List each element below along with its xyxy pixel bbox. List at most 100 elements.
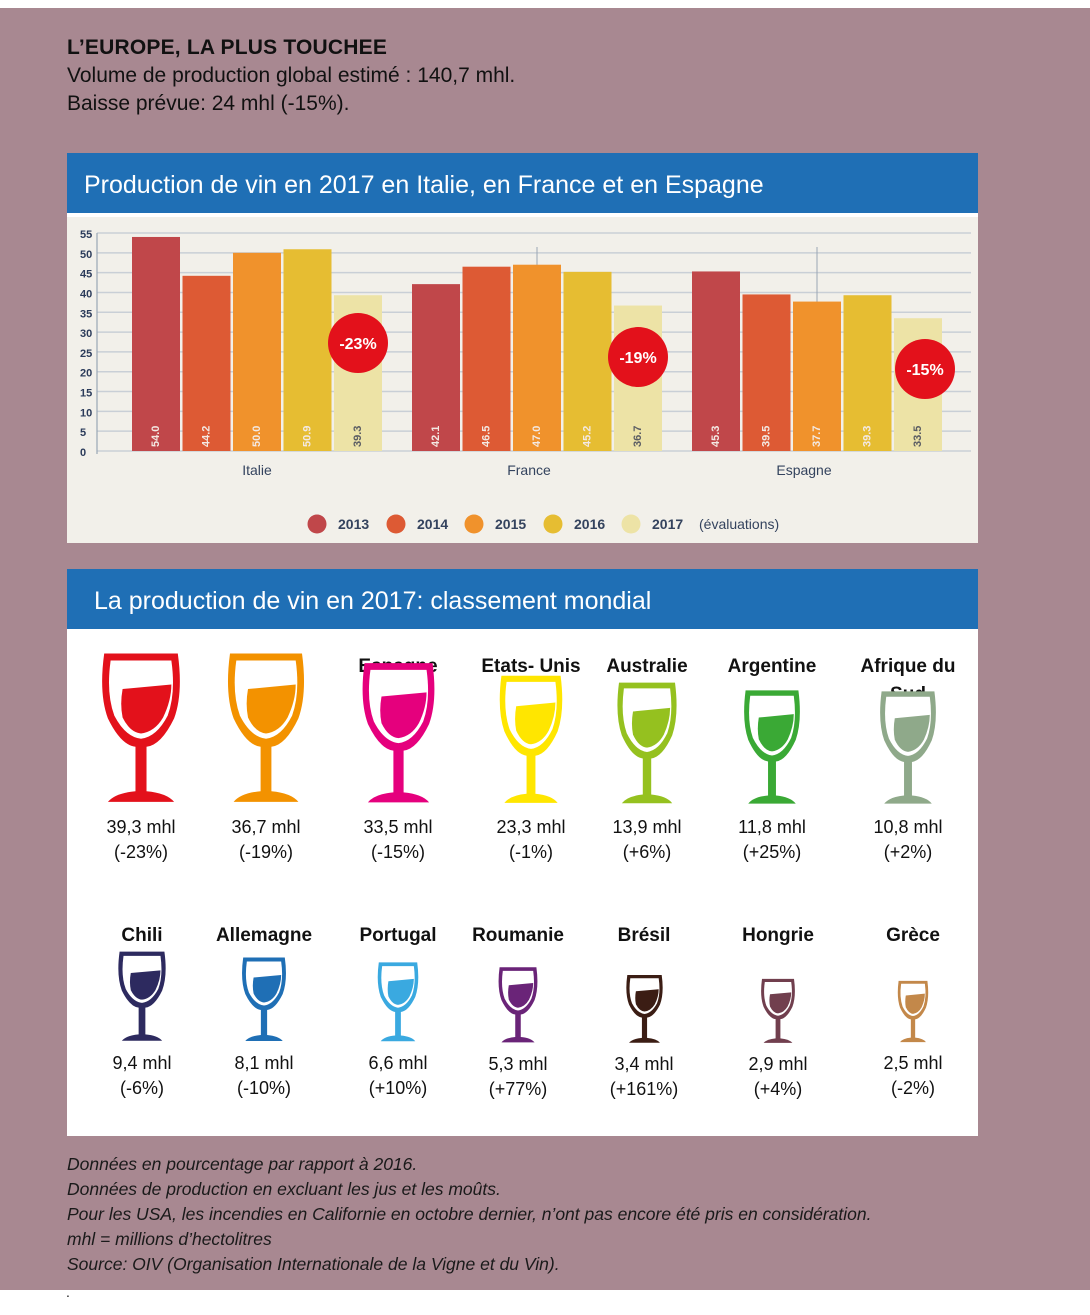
production-chart-panel: Production de vin en 2017 en Italie, en … (67, 153, 978, 543)
decline-badge (608, 327, 668, 387)
bar-value-label: 50.9 (301, 426, 313, 447)
wine-glass-icon (897, 980, 929, 1043)
ranking-item: Roumanie 5,3 mhl (+77%) (448, 922, 588, 1099)
production-volume: 2,9 mhl (748, 1054, 808, 1074)
legend-marker (621, 514, 641, 534)
bar-value-label: 44.2 (200, 426, 212, 447)
header-decline: Baisse prévue: 24 mhl (-15%). (67, 92, 350, 115)
chart-panel-title: Production de vin en 2017 en Italie, en … (67, 153, 978, 213)
bar-italie-2016 (283, 249, 332, 451)
y-tick-label: 15 (80, 388, 92, 400)
y-tick-label: 20 (80, 368, 92, 380)
production-volume: 39,3 mhl (106, 817, 176, 837)
y-tick-label: 35 (80, 308, 92, 320)
production-change: (+4%) (753, 1079, 803, 1099)
bar-value-label: 42.1 (430, 426, 442, 447)
header-volume: Volume de production global estimé : 140… (67, 64, 516, 87)
y-tick-label: 50 (80, 249, 92, 261)
ranking-panel-title: La production de vin en 2017: classement… (67, 569, 978, 629)
glass-wine (634, 989, 659, 1012)
production-change: (-19%) (238, 842, 293, 862)
ranking-item: Brésil 3,4 mhl (+161%) (574, 922, 714, 1099)
ranking-item: Australie 13,9 mhl (+6%) (577, 653, 717, 862)
header: L’EUROPE, LA PLUS TOUCHEE Volume de prod… (67, 34, 515, 118)
production-change: (-15%) (370, 842, 425, 862)
country-name: Portugal (359, 925, 437, 946)
legend-note: (évaluations) (699, 516, 779, 532)
ranking-item: Hongrie 2,9 mhl (+4%) (708, 922, 848, 1099)
glass-holder (221, 649, 311, 814)
bar-value-label: 50.0 (251, 426, 263, 447)
country-name: Chili (121, 925, 163, 946)
wine-glass-icon (499, 675, 563, 803)
bar-italie-2015 (233, 252, 281, 451)
production-change: (-2%) (891, 1078, 935, 1098)
wine-glass-icon (377, 962, 419, 1042)
glass-wine (246, 684, 296, 734)
bar-value-label: 46.5 (480, 426, 492, 447)
glass-wine (769, 992, 792, 1014)
decline-badge (328, 313, 388, 373)
bar-value-label: 54.0 (150, 426, 162, 447)
y-tick-label: 45 (80, 269, 92, 281)
production-change: (-6%) (120, 1078, 164, 1098)
production-change: (-10%) (236, 1078, 291, 1098)
bar-france-2016 (563, 271, 612, 451)
bar-espagne-2015 (793, 301, 841, 451)
bar-value-label: 47.0 (531, 426, 543, 447)
x-category-label: Espagne (776, 462, 831, 478)
bar-value-label: 36.7 (632, 426, 644, 447)
glass-holder (495, 965, 541, 1051)
glass-holder (895, 979, 931, 1050)
production-change: (+2%) (883, 842, 933, 862)
bar-italie-2014 (182, 275, 231, 451)
country-name: Etats- Unis (481, 656, 581, 677)
wine-glass-icon (362, 663, 434, 803)
glass-holder (875, 688, 941, 814)
production-volume: 23,3 mhl (496, 817, 566, 837)
country-name: Grèce (886, 925, 940, 946)
glass-holder (612, 679, 682, 814)
glass-wine (515, 702, 556, 745)
country-name: Argentine (727, 656, 817, 677)
footnote-source: Source: OIV (Organisation Internationale… (67, 1254, 560, 1274)
wine-glass-icon (227, 653, 305, 802)
chart-area: 0 5 10 15 20 25 30 35 40 45 50 55 54.0 44.2 50.0 50.9 39… (67, 213, 978, 543)
glass-wine (252, 975, 282, 1003)
bar-espagne-2016 (843, 295, 892, 451)
decline-badge-label: -15% (906, 362, 943, 379)
wine-glass-icon (498, 967, 538, 1043)
y-tick-label: 10 (80, 407, 92, 419)
legend-marker (543, 514, 563, 534)
glass-wine (631, 707, 671, 748)
ranking-item: Allemagne 8,1 mhl (-10%) (194, 922, 334, 1098)
production-volume: 11,8 mhl (738, 817, 806, 837)
decline-badge (895, 339, 955, 399)
decline-badge-label: -19% (619, 350, 656, 367)
glass-wine (129, 970, 161, 1000)
ranking-item: Afrique du Sud10,8 mhl(+2%) (838, 653, 978, 862)
footnote: Pour les USA, les incendies en Californi… (67, 1204, 872, 1224)
production-change: (+10%) (368, 1078, 428, 1098)
wine-glass-icon (744, 690, 800, 804)
ranking-item: Portugal 6,6 mhl (+10%) (328, 922, 468, 1098)
ranking-item: Italie39,3 mhl(-23%) (71, 653, 211, 862)
x-category-label: France (507, 462, 551, 478)
production-volume: 10,8 mhl (873, 817, 943, 837)
legend-label: 2013 (338, 516, 369, 532)
legend-label: 2016 (574, 516, 605, 532)
production-volume: 3,4 mhl (614, 1054, 674, 1074)
glass-holder (623, 973, 666, 1051)
glass-wine (508, 983, 534, 1008)
ranking-item: Chili 9,4 mhl (-6%) (72, 922, 212, 1098)
production-volume: 36,7 mhl (231, 817, 301, 837)
legend-marker (386, 514, 406, 534)
y-tick-label: 40 (80, 288, 92, 300)
country-name: Australie (606, 656, 688, 677)
country-name: Roumanie (472, 925, 564, 946)
wine-glass-icon (880, 691, 936, 804)
footnote: mhl = millions d’hectolitres (67, 1229, 272, 1249)
bar-value-label: 45.2 (581, 426, 593, 447)
bar-value-label: 33.5 (912, 426, 924, 447)
production-volume: 8,1 mhl (234, 1053, 294, 1073)
